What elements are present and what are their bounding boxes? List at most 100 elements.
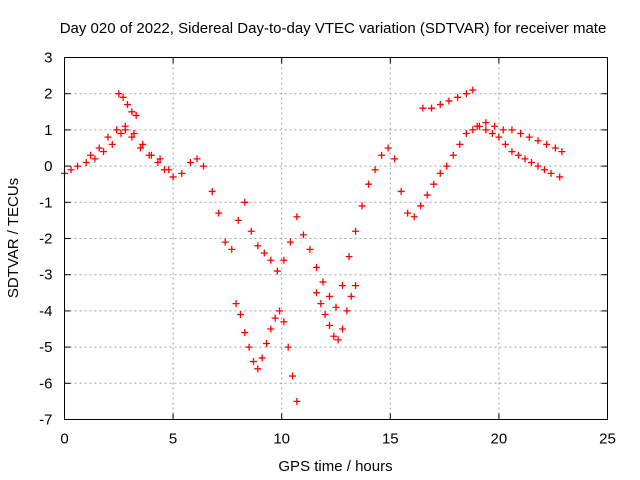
- data-point: [556, 173, 564, 181]
- data-point: [169, 173, 177, 181]
- y-tick-label: 0: [44, 158, 52, 175]
- data-point: [404, 209, 412, 217]
- data-point: [330, 332, 338, 340]
- data-point: [130, 130, 138, 138]
- y-tick-label: -6: [39, 375, 52, 392]
- data-point: [347, 292, 355, 300]
- data-point: [95, 144, 103, 152]
- data-point: [254, 365, 262, 373]
- data-point: [280, 256, 288, 264]
- y-tick-label: 3: [44, 50, 52, 67]
- data-point: [128, 133, 136, 141]
- data-point: [521, 155, 529, 163]
- data-point: [541, 166, 549, 174]
- y-tick-label: 2: [44, 86, 52, 103]
- data-point: [100, 148, 108, 156]
- data-point: [558, 148, 566, 156]
- data-point: [469, 86, 477, 94]
- data-point: [108, 140, 116, 148]
- data-point: [514, 151, 522, 159]
- data-point: [325, 292, 333, 300]
- data-point: [436, 169, 444, 177]
- y-tick-label: 1: [44, 122, 52, 139]
- data-point: [221, 238, 229, 246]
- data-point: [508, 148, 516, 156]
- y-tick-label: -2: [39, 231, 52, 248]
- data-point: [208, 187, 216, 195]
- chart-title: Day 020 of 2022, Sidereal Day-to-day VTE…: [60, 20, 607, 37]
- x-tick-label: 20: [491, 431, 508, 448]
- data-point: [508, 126, 516, 134]
- data-point: [241, 198, 249, 206]
- series-track-main: [61, 122, 564, 311]
- data-marks: [61, 86, 566, 405]
- data-point: [358, 202, 366, 210]
- data-point: [473, 122, 481, 130]
- data-point: [280, 318, 288, 326]
- data-point: [332, 303, 340, 311]
- data-point: [449, 151, 457, 159]
- y-tick-label: -3: [39, 267, 52, 284]
- data-point: [139, 140, 147, 148]
- data-point: [501, 140, 509, 148]
- data-point: [312, 263, 320, 271]
- data-point: [178, 169, 186, 177]
- data-point: [495, 133, 503, 141]
- data-point: [236, 311, 244, 319]
- data-point: [258, 354, 266, 362]
- data-point: [469, 126, 477, 134]
- data-point: [154, 158, 162, 166]
- data-point: [200, 162, 208, 170]
- x-tick-label: 15: [382, 431, 399, 448]
- y-tick-label: -4: [39, 303, 52, 320]
- data-point: [104, 133, 112, 141]
- x-axis-label: GPS time / hours: [278, 458, 392, 475]
- data-point: [525, 133, 533, 141]
- data-point: [119, 93, 127, 101]
- data-point: [352, 282, 360, 290]
- y-axis-label: SDTVAR / TECUs: [5, 178, 22, 298]
- data-point: [232, 300, 240, 308]
- data-point: [339, 282, 347, 290]
- data-point: [267, 325, 275, 333]
- data-point: [547, 169, 555, 177]
- data-point: [74, 162, 82, 170]
- data-point: [319, 278, 327, 286]
- data-point: [317, 300, 325, 308]
- data-point: [215, 209, 223, 217]
- data-point: [67, 166, 75, 174]
- data-point: [428, 104, 436, 112]
- data-point: [113, 126, 121, 134]
- data-point: [289, 372, 297, 380]
- data-point: [137, 144, 145, 152]
- data-point: [365, 180, 373, 188]
- data-point: [115, 90, 123, 98]
- plot-frame: [64, 57, 608, 420]
- data-point: [491, 122, 499, 130]
- data-point: [339, 325, 347, 333]
- y-tick-label: -7: [39, 412, 52, 429]
- data-point: [410, 213, 418, 221]
- data-point: [430, 180, 438, 188]
- data-point: [249, 358, 257, 366]
- data-point: [419, 104, 427, 112]
- data-point: [87, 151, 95, 159]
- data-point: [254, 242, 262, 250]
- data-point: [117, 130, 125, 138]
- data-point: [123, 101, 131, 109]
- axis-ticks: 0 5 10 15 20 25 -7 -6 -5 -4 -3 -2 -1 0 1 2 3: [39, 50, 616, 448]
- data-point: [241, 329, 249, 337]
- data-point: [121, 122, 129, 130]
- data-point: [345, 253, 353, 261]
- data-point: [551, 144, 559, 152]
- data-point: [267, 256, 275, 264]
- data-point: [482, 119, 490, 127]
- y-tick-label: -5: [39, 339, 52, 356]
- data-point: [334, 336, 342, 344]
- data-point: [234, 216, 242, 224]
- data-point: [276, 307, 284, 315]
- x-tick-label: 0: [60, 431, 68, 448]
- data-point: [321, 311, 329, 319]
- data-point: [325, 321, 333, 329]
- data-point: [132, 111, 140, 119]
